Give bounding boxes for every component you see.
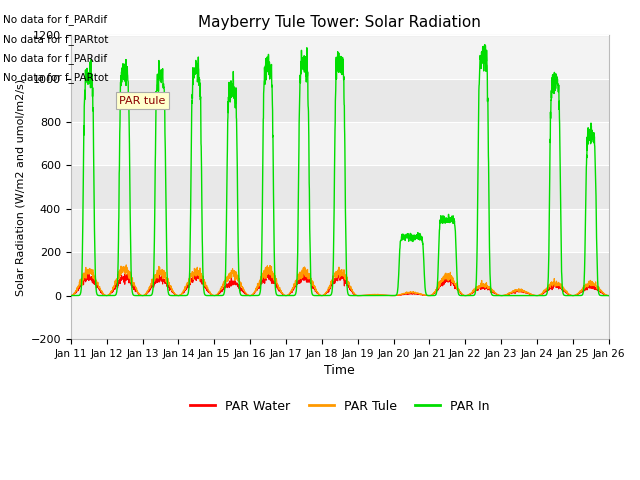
- Bar: [71, 122, 609, 166]
- Title: Mayberry Tule Tower: Solar Radiation: Mayberry Tule Tower: Solar Radiation: [198, 15, 481, 30]
- Bar: [71, 296, 609, 339]
- Text: No data for f_PARdif: No data for f_PARdif: [3, 53, 108, 64]
- Bar: [71, 36, 609, 79]
- X-axis label: Time: Time: [324, 364, 355, 377]
- Text: No data for f_PARtot: No data for f_PARtot: [3, 72, 109, 83]
- Legend: PAR Water, PAR Tule, PAR In: PAR Water, PAR Tule, PAR In: [185, 395, 495, 418]
- Bar: [71, 209, 609, 252]
- Text: PAR tule: PAR tule: [119, 96, 166, 106]
- Text: No data for f_PARdif: No data for f_PARdif: [3, 14, 108, 25]
- Text: No data for f_PARtot: No data for f_PARtot: [3, 34, 109, 45]
- Y-axis label: Solar Radiation (W/m2 and umol/m2/s): Solar Radiation (W/m2 and umol/m2/s): [15, 79, 25, 296]
